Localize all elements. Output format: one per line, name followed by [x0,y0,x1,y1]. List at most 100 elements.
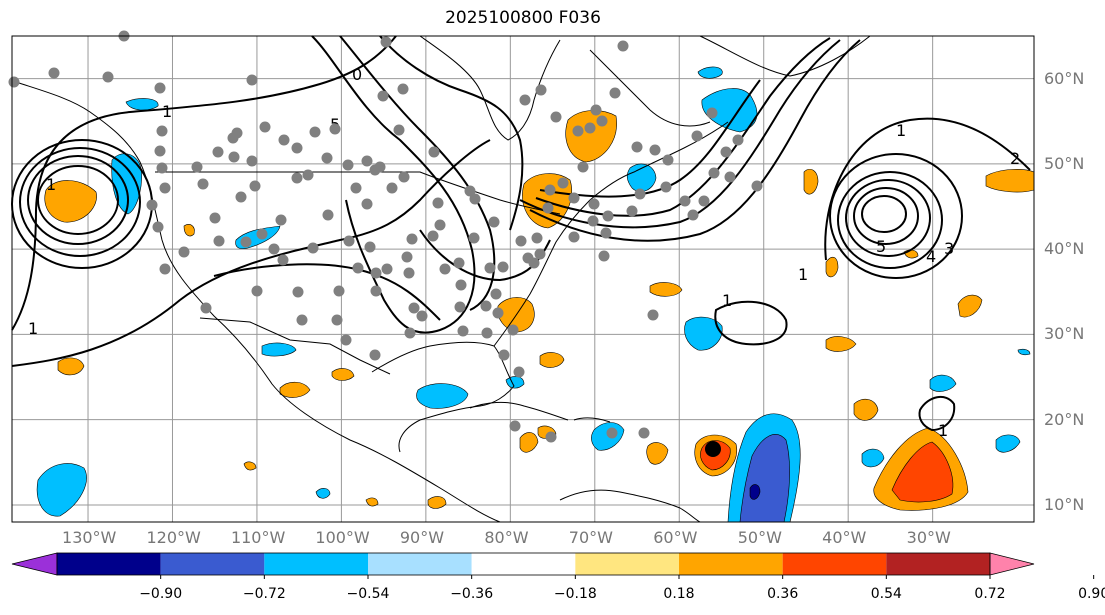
station-marker [542,202,554,214]
coastline-east [493,121,729,347]
colorbar-tick-label: −0.18 [553,586,597,602]
station-marker [350,182,362,194]
contour-label: 0 [352,65,362,84]
station-marker [509,420,521,432]
colorbar-extend-high [989,552,1035,576]
station-marker [342,159,354,171]
station-marker [427,230,439,242]
station-marker [48,67,60,79]
station-marker [545,431,557,443]
station-marker [698,195,710,207]
station-marker [602,210,614,222]
contour-low-west [37,165,119,235]
anomaly-patch-negative [125,98,159,111]
station-marker [146,199,158,211]
station-marker [370,285,382,297]
colorbar-outline [56,552,991,576]
contour-jet [519,39,841,229]
latitude-label: 10°N [1044,494,1085,514]
station-marker [212,146,224,158]
station-marker [235,191,247,203]
station-marker [634,188,646,200]
anomaly-patch-positive [427,496,447,509]
latitude-label: 50°N [1044,153,1085,173]
station-marker [626,205,638,217]
coastline-south-america [559,489,701,523]
station-marker [156,162,168,174]
colorbar-segment [471,553,576,575]
anomaly-patch-positive [331,368,355,381]
station-marker [550,111,562,123]
station-marker [609,87,621,99]
station-marker [178,246,190,258]
longitude-label: 70°W [568,528,613,547]
colorbar-tick-label: −0.90 [139,586,183,602]
longitude-label: 40°W [822,528,867,547]
contour-label: 3 [944,239,954,258]
anomaly-patch-positive [183,224,195,237]
anomaly-patch-positive [279,381,311,398]
anomaly-patch-negative [315,488,331,499]
station-marker [249,180,261,192]
longitude-label: 30°W [906,528,951,547]
station-marker [596,115,608,127]
contour-outer-west [11,35,397,331]
station-marker [724,171,736,183]
station-marker [296,314,308,326]
contour-label: 1 [722,291,732,310]
longitude-label: 120°W [146,528,201,547]
anomaly-patch-negative [416,383,469,409]
longitude-label: 110°W [230,528,286,547]
station-marker [343,235,355,247]
longitude-label: 60°W [653,528,698,547]
station-marker [480,300,492,312]
station-marker [492,307,504,319]
station-marker [275,214,287,226]
station-marker [519,94,531,106]
colorbar-tick-label: 0.18 [663,586,695,602]
station-marker [240,236,252,248]
anomaly-patch-negative [1017,348,1031,356]
station-marker [535,84,547,96]
station-marker [408,302,420,314]
station-marker [751,180,763,192]
anomaly-patch-negative [929,374,957,392]
station-marker [439,263,451,275]
contour-label: 2 [1010,149,1020,168]
border-us-mexico [199,317,391,375]
station-marker [606,427,618,439]
station-marker [406,233,418,245]
contour-label: 1 [162,102,172,121]
contour-label: 1 [46,175,56,194]
longitude-label: 130°W [62,528,117,547]
coastline-gulf [371,341,515,453]
anomaly-patch-negative [861,448,885,468]
station-marker [649,144,661,156]
station-marker [377,90,389,102]
station-marker [528,257,540,269]
contour-low-east [837,171,943,269]
station-marker [432,197,444,209]
station-marker [191,161,203,173]
station-marker [228,151,240,163]
station-marker [481,327,493,339]
colorbar-tick-label: 0.36 [767,586,799,602]
latitude-label: 20°N [1044,409,1085,429]
anomaly-patch-negative [626,163,657,192]
station-marker [386,182,398,194]
station-marker [329,123,341,135]
station-marker [322,209,334,221]
contour-outer-east [824,117,1031,261]
contour-closed-2 [918,395,956,432]
station-marker [268,243,280,255]
anomaly-patch-negative [697,66,723,79]
station-marker [321,152,333,164]
station-markers [8,30,763,443]
station-marker [278,134,290,146]
contour-jet [539,79,761,198]
station-marker [291,142,303,154]
station-marker [302,169,314,181]
anomaly-patch-positive [646,442,669,465]
station-marker [577,161,589,173]
